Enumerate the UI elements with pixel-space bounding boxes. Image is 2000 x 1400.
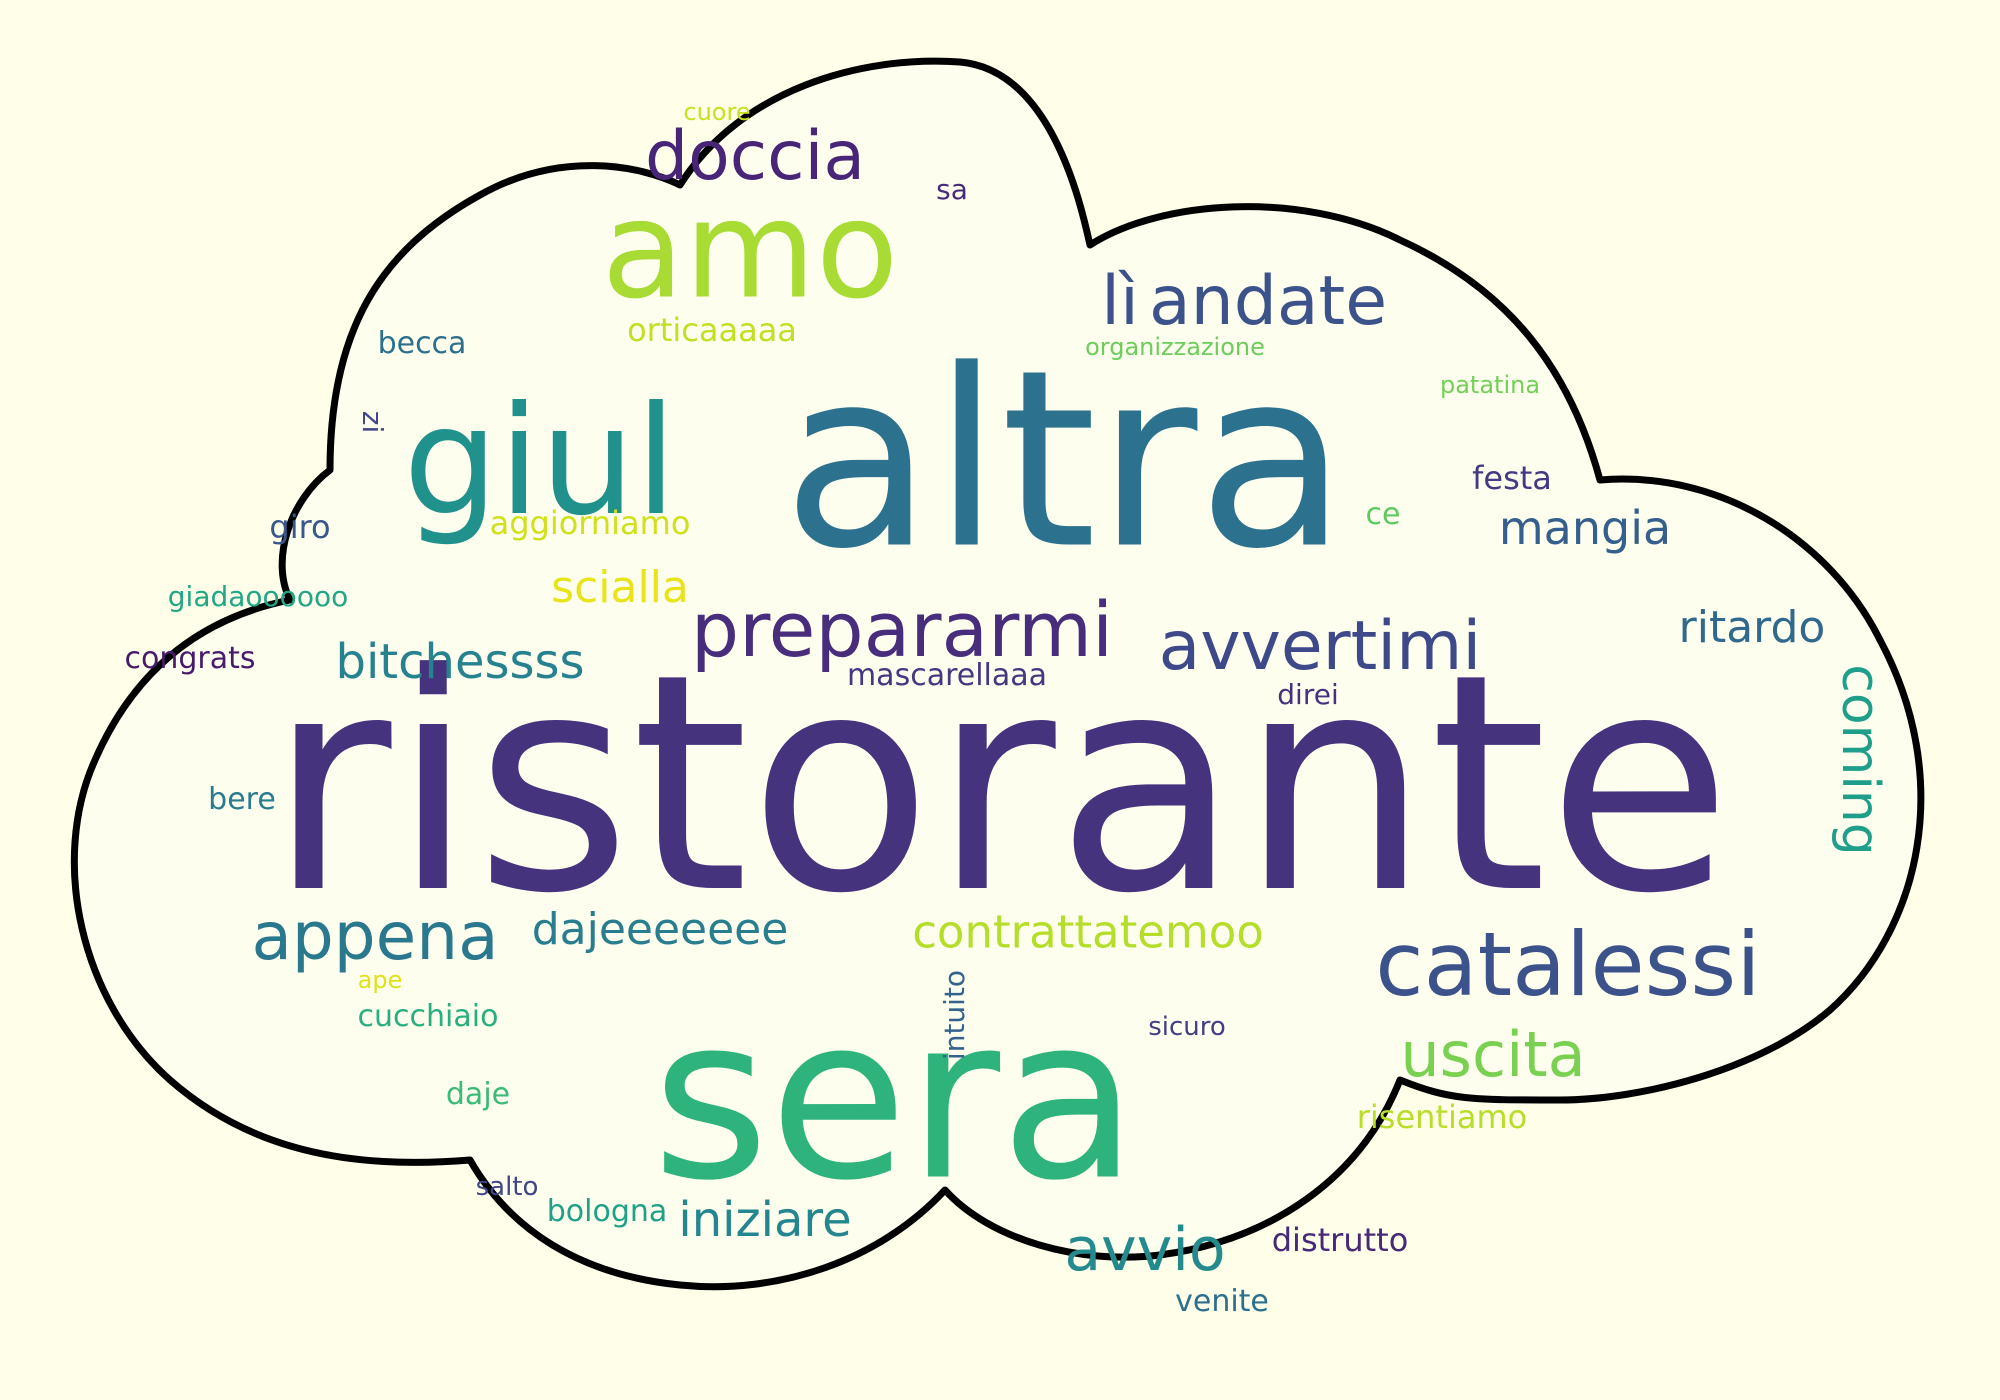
word-zi: zi (356, 410, 389, 434)
word-avvertimi: avvertimi (1158, 607, 1482, 686)
word-cucchiaio: cucchiaio (357, 999, 499, 1034)
word-giro: giro (269, 508, 331, 546)
word-orticaaaaa: orticaaaaa (627, 311, 797, 349)
word-doccia: doccia (644, 117, 866, 196)
word-patatina: patatina (1439, 371, 1541, 399)
word-direi: direi (1277, 678, 1339, 711)
word-intuito: intuito (938, 969, 971, 1061)
word-amo: amo (601, 171, 899, 329)
word-dajeeeeeee: dajeeeeeee (531, 904, 789, 955)
word-iniziare: iniziare (678, 1192, 852, 1248)
word-aggiorniamo: aggiorniamo (489, 504, 691, 542)
word-scialla: scialla (551, 562, 689, 613)
word-bitchessss: bitchessss (335, 634, 585, 690)
word-festa: festa (1472, 459, 1552, 497)
word-becca: becca (377, 326, 467, 361)
cloud-shape (70, 57, 1925, 1291)
word-distrutto: distrutto (1271, 1221, 1409, 1259)
word-giul: giul (403, 375, 677, 549)
word-contrattatemoo: contrattatemoo (912, 905, 1264, 959)
word-sa: sa (936, 173, 968, 206)
word-prepararmi: prepararmi (690, 585, 1114, 674)
word-venite: venite (1175, 1284, 1269, 1319)
word-sicuro: sicuro (1148, 1012, 1226, 1042)
word-mascarellaaa: mascarellaaa (846, 658, 1048, 693)
word-daje: daje (445, 1077, 511, 1112)
word-avvio: avvio (1064, 1215, 1226, 1285)
word-cuore: cuore (683, 98, 751, 126)
word-organizzazione: organizzazione (1085, 333, 1265, 361)
word-bologna: bologna (546, 1194, 668, 1229)
word-ape: ape (357, 966, 403, 994)
word-ristorante: ristorante (268, 610, 1732, 959)
word-giadaoooooo: giadaoooooo (167, 580, 349, 613)
word-sera: sera (651, 968, 1139, 1231)
word-congrats: congrats (124, 641, 256, 676)
word-uscita: uscita (1400, 1018, 1586, 1091)
word-ce: ce (1365, 497, 1401, 532)
word-coming: coming (1830, 664, 1890, 856)
word-risentiamo: risentiamo (1356, 1098, 1528, 1136)
word-mangia: mangia (1498, 501, 1672, 555)
word-li: lì (1101, 262, 1139, 341)
word-altra: altra (782, 317, 1348, 603)
word-appena: appena (251, 898, 499, 975)
word-andate: andate (1148, 262, 1388, 341)
word-bere: bere (208, 782, 276, 817)
word-catalessi: catalessi (1375, 913, 1761, 1016)
word-ritardo: ritardo (1678, 602, 1826, 653)
word-salto: salto (475, 1172, 539, 1202)
